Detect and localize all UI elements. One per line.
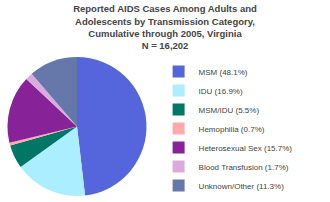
svg-text:Hemophilia (0.7%): Hemophilia (0.7%)	[199, 125, 265, 134]
svg-text:MSM (48.1%): MSM (48.1%)	[199, 68, 248, 77]
svg-text:MSM/IDU (5.5%): MSM/IDU (5.5%)	[199, 106, 260, 115]
svg-text:Heterosexual Sex (15.7%): Heterosexual Sex (15.7%)	[199, 144, 293, 153]
svg-text:Reported AIDS Cases Among Adul: Reported AIDS Cases Among Adults andAdol…	[73, 3, 257, 51]
svg-text:Blood Transfusion (1.7%): Blood Transfusion (1.7%)	[199, 163, 289, 172]
svg-text:Unknown/Other (11.3%): Unknown/Other (11.3%)	[199, 182, 285, 191]
svg-text:IDU (16.9%): IDU (16.9%)	[199, 87, 243, 96]
